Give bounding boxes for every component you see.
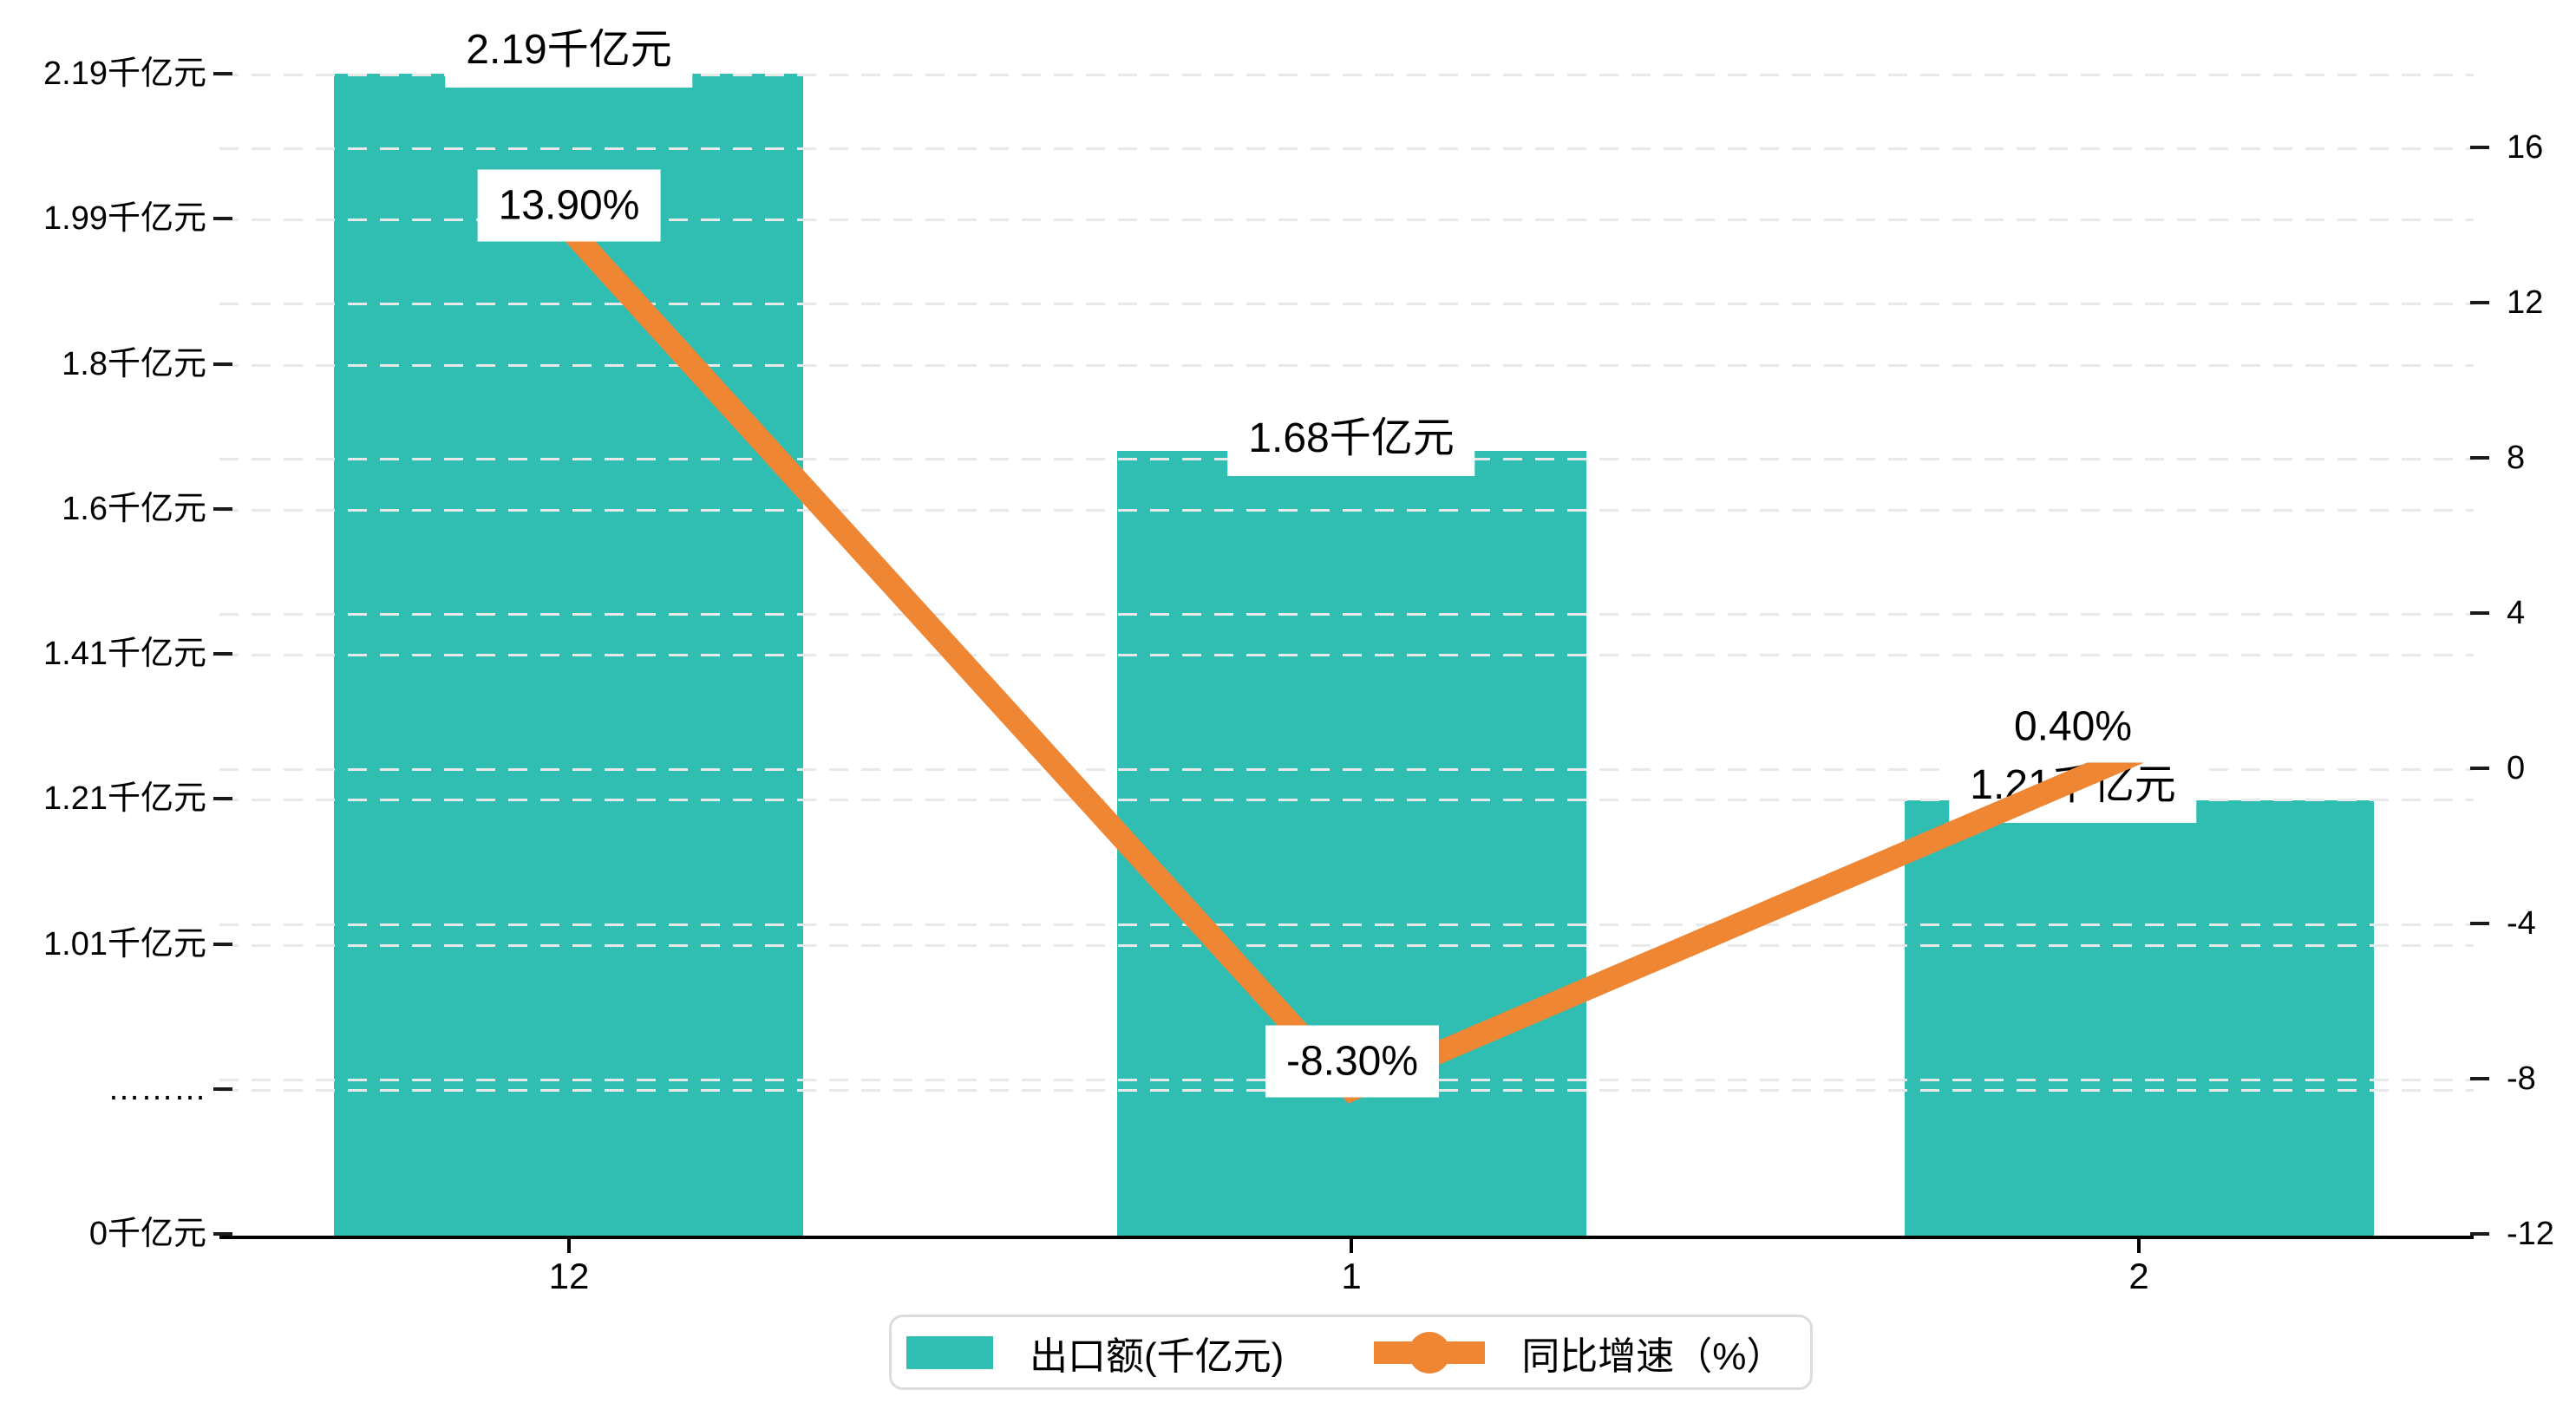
legend-item-label: 出口额(千亿元) (1030, 1334, 1285, 1378)
left-axis-tick-label: 1.8千亿元 (62, 346, 206, 382)
left-axis-tick-mark (213, 217, 232, 220)
left-axis-tick-mark (213, 507, 232, 511)
x-axis-tick-mark (567, 1239, 571, 1253)
right-axis-tick-label: -4 (2507, 905, 2536, 942)
left-axis-tick-label-axis-break-dots: ……… (108, 1071, 206, 1107)
left-axis-tick-mark (213, 652, 232, 656)
bar-month-2 (1905, 800, 2374, 1236)
gridline (219, 613, 2474, 616)
gridline (219, 74, 2474, 76)
right-axis-tick-label: 8 (2507, 440, 2526, 476)
right-axis-tick-mark (2470, 767, 2489, 770)
legend: 出口额(千亿元) 同比增速（%） (889, 1315, 1813, 1390)
left-axis-tick-label: 1.6千亿元 (62, 491, 206, 527)
left-axis-tick-mark (213, 362, 232, 366)
right-axis-tick-label: 16 (2507, 129, 2544, 166)
bar-month-1 (1117, 451, 1586, 1236)
gridline (219, 219, 2474, 221)
gridline (219, 303, 2474, 305)
left-axis-tick-label: 1.41千亿元 (43, 636, 206, 672)
line-value-label: -8.30% (1265, 1025, 1440, 1098)
bar-value-label: 2.19千亿元 (445, 3, 693, 88)
legend-item-growth-rate[interactable]: 同比增速（%） (1284, 1325, 1784, 1380)
right-axis-tick-label: 12 (2507, 284, 2544, 321)
left-axis-tick-label: 1.21千亿元 (43, 780, 206, 817)
left-axis-tick-mark (213, 72, 232, 75)
line-series-marker-icon (1374, 1331, 1486, 1374)
legend-item-export-value[interactable]: 出口额(千亿元) (892, 1325, 1284, 1380)
right-axis-tick-mark (2470, 611, 2489, 615)
gridline (219, 768, 2474, 771)
gridline (219, 147, 2474, 150)
left-axis-tick-label: 0千亿元 (88, 1216, 206, 1252)
x-axis-tick-mark (2137, 1239, 2141, 1253)
right-axis-tick-mark (2470, 922, 2489, 925)
left-axis-tick-mark (213, 797, 232, 800)
left-axis-tick-mark (213, 1087, 232, 1091)
right-axis-tick-mark (2470, 1232, 2489, 1236)
gridline (219, 799, 2474, 801)
left-axis-tick-label: 2.19千亿元 (43, 55, 206, 92)
gridline (219, 923, 2474, 926)
right-axis-tick-mark (2470, 301, 2489, 304)
left-axis-tick-label: 1.01千亿元 (43, 926, 206, 962)
x-axis-line (219, 1236, 2474, 1239)
bar-value-label: 1.68千亿元 (1227, 391, 1475, 476)
line-value-label: 0.40% (1992, 690, 2154, 763)
right-axis-tick-mark (2470, 146, 2489, 149)
left-axis-tick-mark (213, 943, 232, 946)
x-axis-label-month-1: 1 (1341, 1256, 1362, 1296)
legend-item-label: 同比增速（%） (1521, 1334, 1785, 1378)
right-axis-tick-label: -12 (2507, 1216, 2554, 1252)
x-axis-tick-mark (1350, 1239, 1353, 1253)
x-axis-label-month-12: 12 (548, 1256, 590, 1296)
gridline (219, 654, 2474, 656)
gridline (219, 364, 2474, 367)
x-axis-label-month-2: 2 (2128, 1256, 2149, 1296)
left-axis-tick-label: 1.99千亿元 (43, 200, 206, 237)
line-value-label: 13.90% (477, 169, 661, 242)
bar-series-swatch-icon (906, 1335, 993, 1369)
left-axis-tick-mark (213, 1232, 232, 1236)
gridline (219, 944, 2474, 947)
right-axis-tick-label: -8 (2507, 1060, 2536, 1097)
right-axis-tick-label: 0 (2507, 750, 2526, 786)
right-axis-tick-mark (2470, 1077, 2489, 1080)
gridline (219, 509, 2474, 512)
right-axis-tick-mark (2470, 456, 2489, 460)
right-axis-tick-label: 4 (2507, 595, 2526, 631)
